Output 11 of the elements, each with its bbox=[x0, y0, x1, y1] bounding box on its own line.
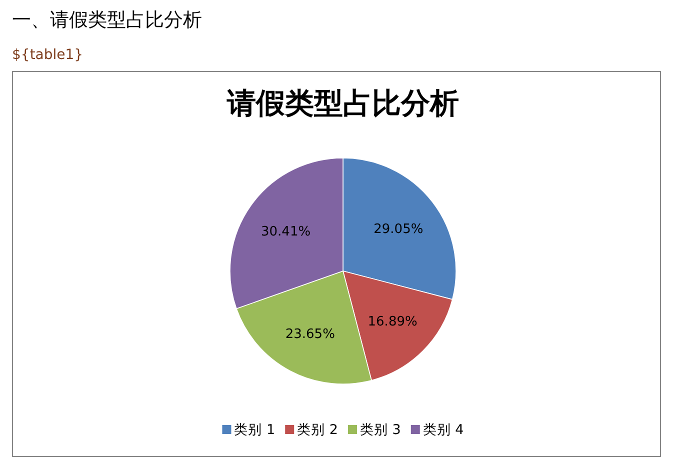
data-label: 29.05% bbox=[374, 222, 424, 238]
legend-label: 类别 1 bbox=[234, 422, 276, 438]
text: 一、请假类型占比分析 bbox=[12, 9, 202, 31]
legend-label: 类别 2 bbox=[297, 422, 338, 438]
data-label: 23.65% bbox=[285, 326, 335, 342]
text: ${table1} bbox=[12, 47, 84, 63]
data-label: 16.89% bbox=[368, 314, 418, 330]
legend-label: 类别 3 bbox=[360, 422, 401, 438]
chart-title: 请假类型占比分析 bbox=[226, 86, 459, 120]
data-label: 30.41% bbox=[261, 224, 311, 240]
legend-label: 类别 4 bbox=[422, 422, 464, 438]
